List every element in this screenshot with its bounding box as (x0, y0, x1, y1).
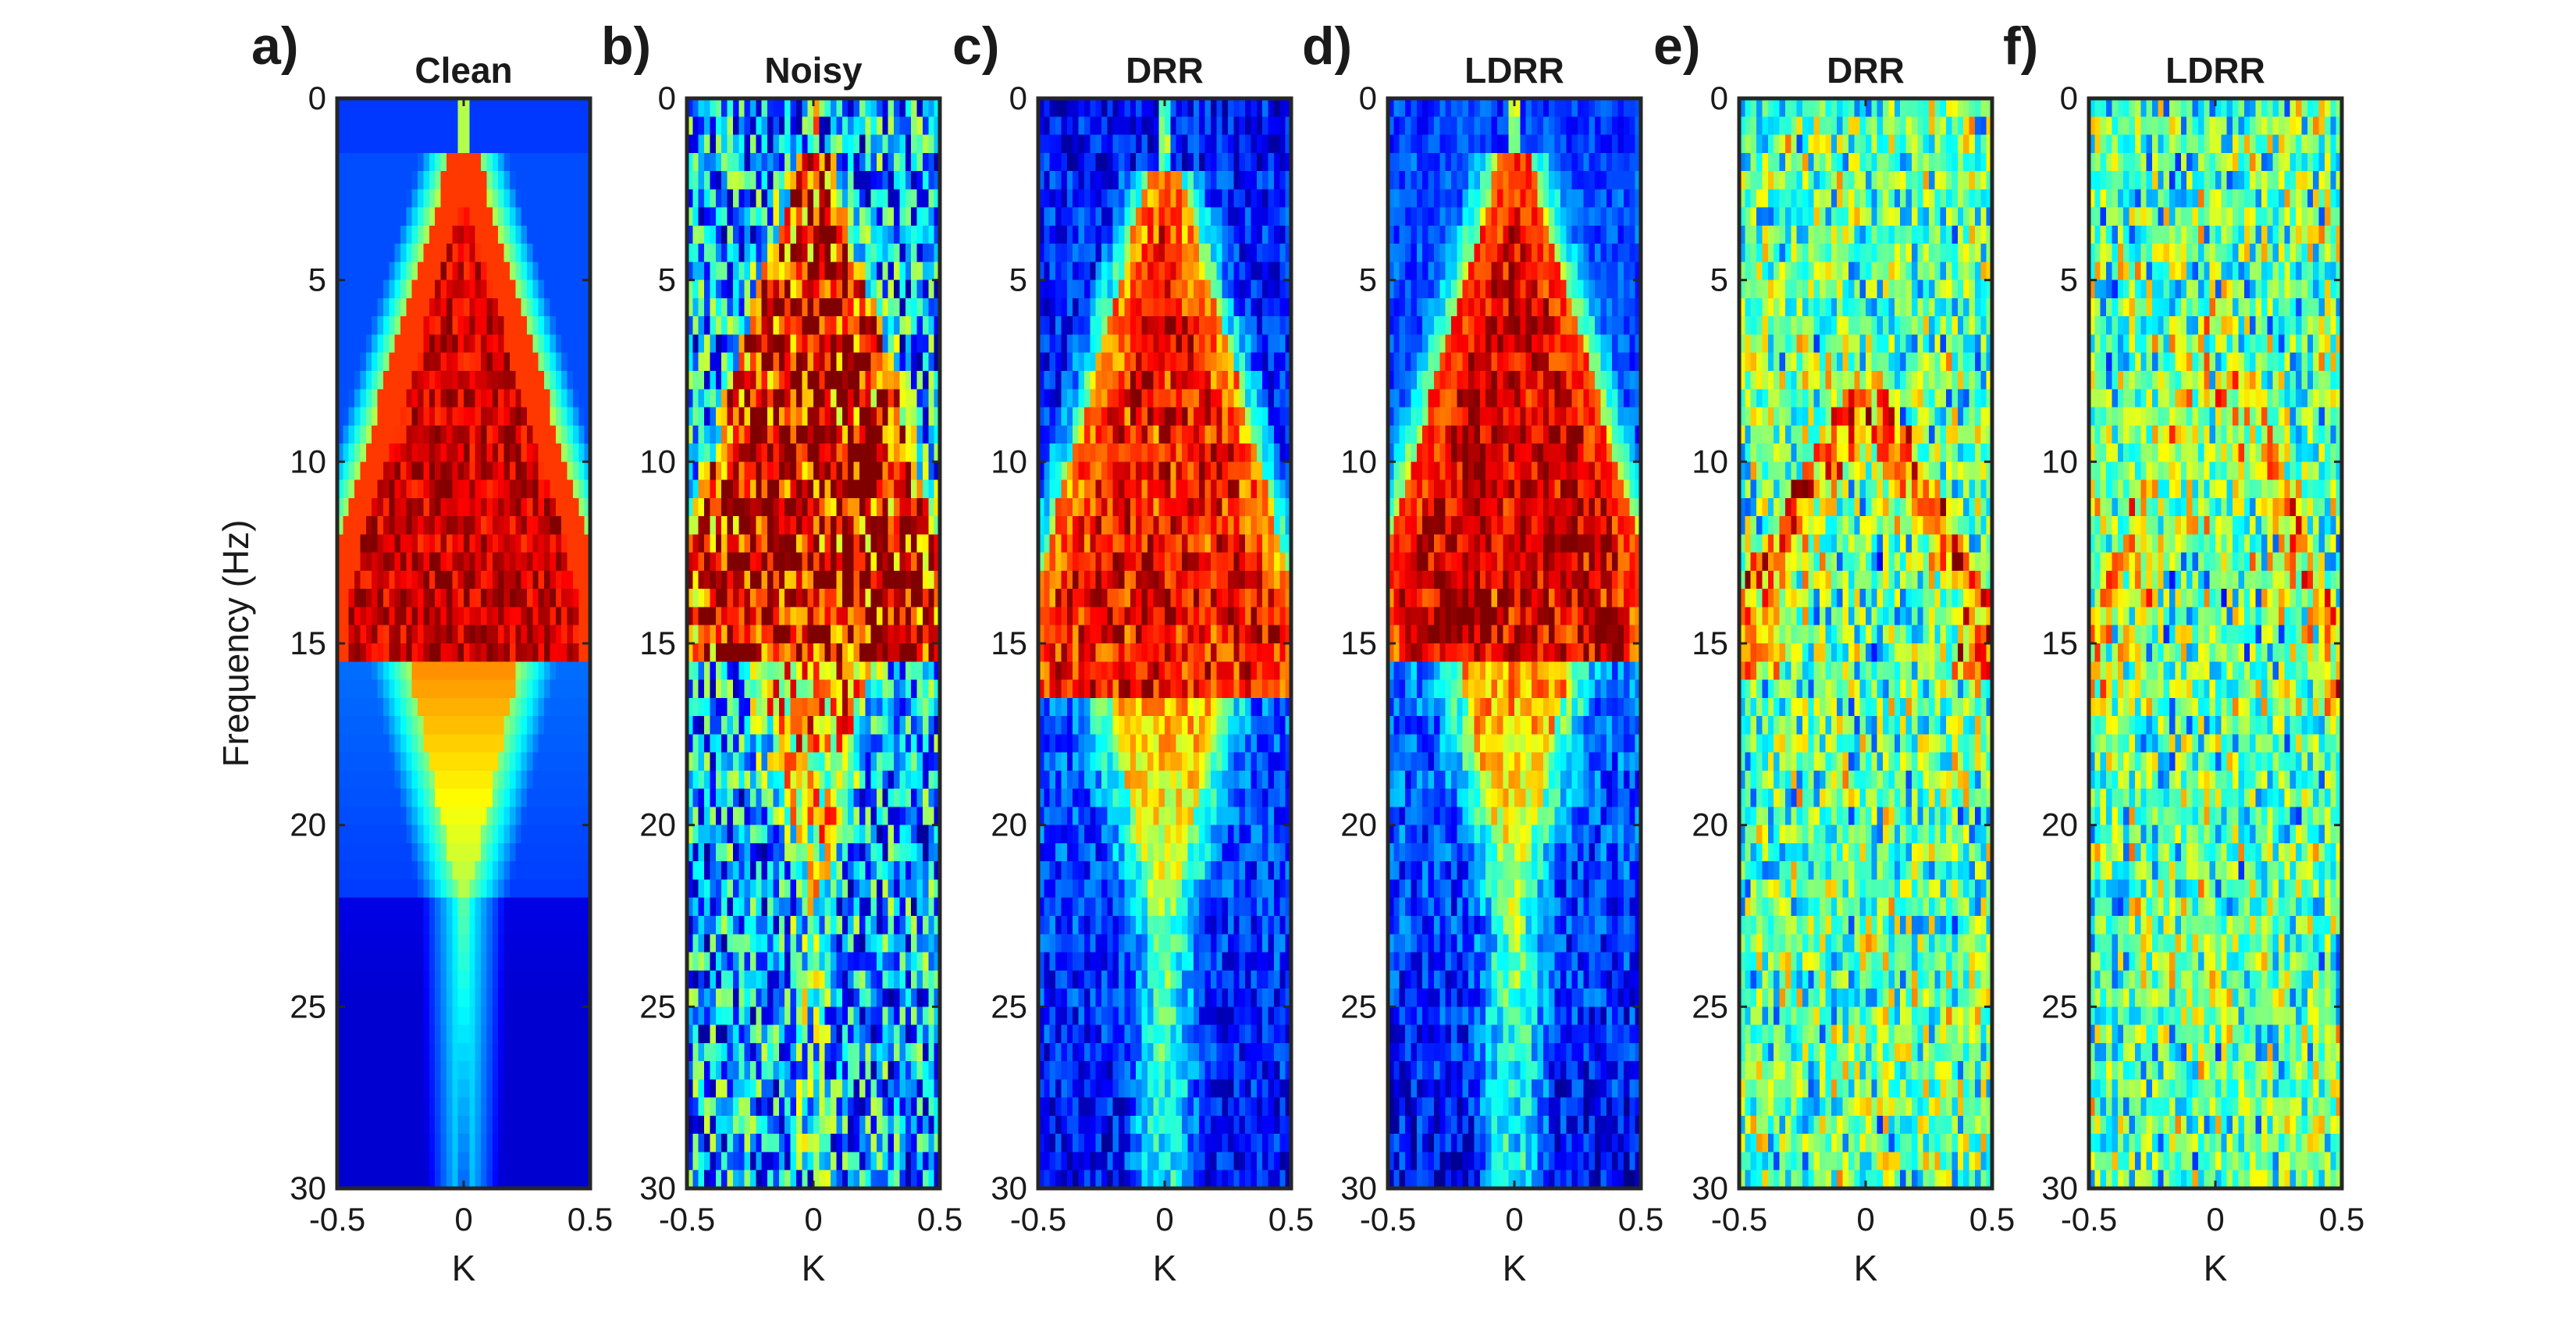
heatmap-image (1038, 98, 1292, 1189)
y-tick-label: 30 (1692, 1170, 1728, 1206)
panel-title: LDRR (1464, 50, 1564, 91)
y-tick-label: 0 (658, 80, 676, 116)
heatmap-image (337, 98, 591, 1189)
panel-f: 0 5 10 15 20 25 30-0.5 0 0.5 K LDRR f) (2003, 16, 2364, 1288)
panel-letter: b) (601, 16, 651, 76)
panel-a: 0 5 10 15 20 25 30-0.5 0 0.5 K Clean a) (251, 16, 613, 1288)
x-tick-label: -0.5 (1711, 1201, 1767, 1238)
y-tick-label: 25 (639, 988, 676, 1024)
x-tick-label: -0.5 (1010, 1201, 1066, 1238)
y-tick-label: 30 (639, 1170, 676, 1206)
heatmap-image (2089, 98, 2343, 1189)
y-tick-label: 25 (2041, 988, 2078, 1024)
y-tick-label: 0 (1009, 80, 1027, 116)
x-tick-label: -0.5 (2061, 1201, 2117, 1238)
panel-e: 0 5 10 15 20 25 30-0.5 0 0.5 K DRR e) (1653, 16, 2015, 1288)
y-tick-label: 20 (2041, 807, 2078, 843)
y-tick-label: 0 (2060, 80, 2078, 116)
y-tick-label: 25 (1340, 988, 1377, 1024)
y-tick-label: 10 (290, 443, 326, 479)
x-tick-label: 0.5 (568, 1201, 613, 1238)
y-tick-label: 30 (290, 1170, 326, 1206)
x-tick-label: 0 (1856, 1201, 1874, 1238)
y-tick-label: 20 (639, 807, 676, 843)
heatmap-image (1388, 98, 1642, 1189)
y-tick-label: 10 (1692, 443, 1728, 479)
panel-c: 0 5 10 15 20 25 30-0.5 0 0.5 K DRR c) (952, 16, 1314, 1288)
panel-title: Clean (415, 50, 512, 91)
y-tick-label: 10 (2041, 443, 2078, 479)
y-tick-label: 5 (308, 262, 326, 298)
y-tick-label: 15 (1340, 625, 1377, 661)
x-axis-label: K (1503, 1248, 1527, 1288)
y-tick-label: 15 (2041, 625, 2078, 661)
y-tick-label: 5 (2060, 262, 2078, 298)
x-tick-label: -0.5 (659, 1201, 715, 1238)
x-tick-label: 0 (454, 1201, 472, 1238)
y-tick-label: 20 (290, 807, 326, 843)
x-axis-label: K (1153, 1248, 1177, 1288)
y-tick-label: 25 (290, 988, 326, 1024)
y-tick-label: 25 (1692, 988, 1728, 1024)
panel-title: Noisy (764, 50, 863, 91)
panel-letter: e) (1653, 16, 1700, 76)
panel-b: 0 5 10 15 20 25 30-0.5 0 0.5 K Noisy b) (601, 16, 962, 1288)
panel-letter: d) (1302, 16, 1352, 76)
y-tick-label: 10 (991, 443, 1027, 479)
y-tick-label: 5 (1710, 262, 1728, 298)
panel-title: DRR (1827, 50, 1905, 91)
panel-title: DRR (1126, 50, 1204, 91)
x-tick-label: 0.5 (1969, 1201, 2015, 1238)
x-axis-label: K (2204, 1248, 2228, 1288)
y-tick-label: 0 (308, 80, 326, 116)
x-tick-label: 0 (804, 1201, 822, 1238)
x-tick-label: -0.5 (309, 1201, 365, 1238)
x-tick-label: 0 (1155, 1201, 1173, 1238)
x-axis-label: K (452, 1248, 476, 1288)
panel-letter: a) (251, 16, 298, 76)
x-tick-label: 0 (1505, 1201, 1523, 1238)
y-tick-label: 20 (991, 807, 1027, 843)
y-tick-label: 0 (1710, 80, 1728, 116)
y-tick-label: 15 (991, 625, 1027, 661)
y-tick-label: 30 (2041, 1170, 2078, 1206)
x-tick-label: 0.5 (1268, 1201, 1314, 1238)
y-tick-label: 10 (639, 443, 676, 479)
panel-letter: c) (952, 16, 999, 76)
y-tick-label: 25 (991, 988, 1027, 1024)
x-tick-label: 0.5 (1618, 1201, 1663, 1238)
x-axis-label: K (802, 1248, 826, 1288)
y-tick-label: 0 (1359, 80, 1377, 116)
x-tick-label: 0.5 (2319, 1201, 2364, 1238)
y-tick-label: 5 (1009, 262, 1027, 298)
x-tick-label: 0.5 (917, 1201, 962, 1238)
y-tick-label: 5 (658, 262, 676, 298)
y-tick-label: 20 (1340, 807, 1377, 843)
heatmap-image (1739, 98, 1993, 1189)
panel-d: 0 5 10 15 20 25 30-0.5 0 0.5 K LDRR d) (1302, 16, 1663, 1288)
x-tick-label: 0 (2206, 1201, 2224, 1238)
y-tick-label: 30 (991, 1170, 1027, 1206)
y-tick-label: 30 (1340, 1170, 1377, 1206)
x-axis-label: K (1854, 1248, 1878, 1288)
y-axis-label: Frequency (Hz) (215, 520, 256, 768)
y-tick-label: 20 (1692, 807, 1728, 843)
y-tick-label: 15 (639, 625, 676, 661)
y-tick-label: 15 (1692, 625, 1728, 661)
panel-letter: f) (2003, 16, 2038, 76)
heatmap-image (687, 98, 941, 1189)
panel-title: LDRR (2165, 50, 2265, 91)
x-tick-label: -0.5 (1360, 1201, 1416, 1238)
y-tick-label: 5 (1359, 262, 1377, 298)
y-tick-label: 15 (290, 625, 326, 661)
y-tick-label: 10 (1340, 443, 1377, 479)
